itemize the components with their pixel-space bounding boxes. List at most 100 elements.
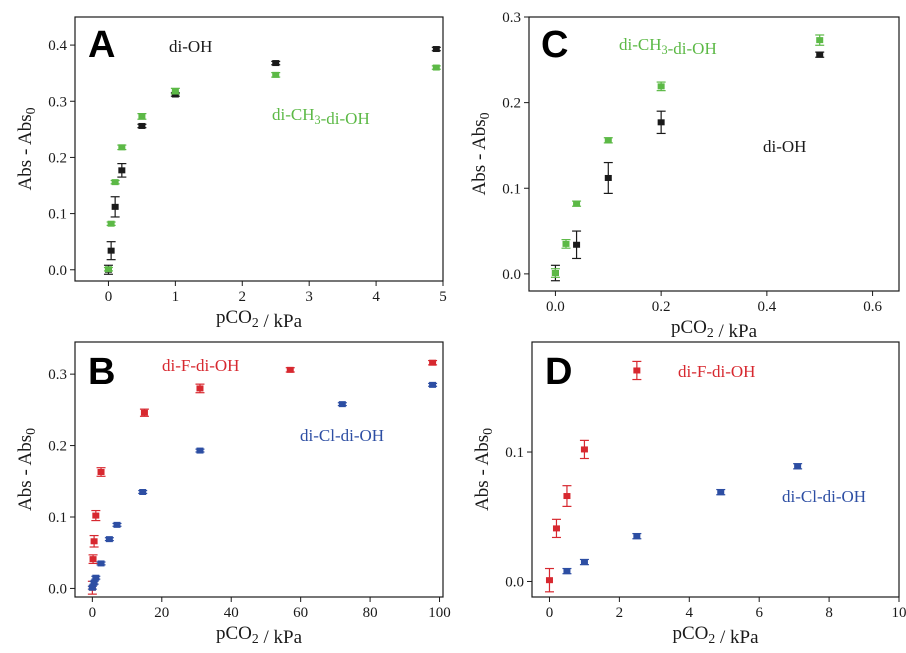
data-point bbox=[717, 489, 725, 496]
data-point bbox=[140, 409, 148, 416]
data-point bbox=[563, 493, 571, 500]
x-tick-label: 0 bbox=[105, 289, 113, 305]
data-point bbox=[580, 559, 588, 566]
y-tick-label: 0.0 bbox=[502, 267, 521, 283]
x-tick-label: 1 bbox=[172, 289, 180, 305]
series-label: di-F-di-OH bbox=[162, 356, 239, 375]
panel-letter: A bbox=[88, 24, 115, 66]
x-tick-label: 4 bbox=[372, 289, 380, 305]
y-tick-label: 0.2 bbox=[48, 150, 67, 166]
data-point bbox=[573, 241, 581, 248]
plot-frame bbox=[74, 16, 444, 282]
panel-letter: D bbox=[545, 351, 572, 393]
series-label: di-F-di-OH bbox=[678, 362, 755, 381]
data-point bbox=[113, 521, 121, 528]
data-point bbox=[139, 489, 147, 495]
x-tick-label: 0.4 bbox=[757, 299, 776, 315]
y-tick-label: 0.2 bbox=[48, 439, 67, 455]
data-point bbox=[562, 240, 570, 247]
data-point bbox=[196, 385, 204, 392]
y-tick-label: 0.4 bbox=[48, 38, 67, 54]
x-tick-label: 0 bbox=[89, 605, 97, 621]
plot-frame bbox=[74, 341, 444, 598]
y-tick-label: 0.3 bbox=[48, 94, 67, 110]
y-tick-label: 0.1 bbox=[48, 510, 67, 526]
panel-b: 0 20 40 60 80 100 0.0 0.1 0.2 0.3 pCO2 / kPa Abs - … bbox=[15, 341, 451, 648]
x-tick-label: 3 bbox=[305, 289, 313, 305]
data-point bbox=[657, 83, 665, 90]
data-point bbox=[286, 366, 294, 373]
y-tick-label: 0.1 bbox=[505, 445, 524, 461]
y-tick-label: 0.0 bbox=[48, 581, 67, 597]
data-point bbox=[604, 174, 612, 181]
data-point bbox=[138, 113, 146, 120]
y-tick-label: 0.1 bbox=[502, 181, 521, 197]
x-tick-label: 0 bbox=[546, 605, 554, 621]
data-point bbox=[573, 200, 581, 207]
data-point bbox=[92, 574, 100, 581]
data-point bbox=[794, 463, 802, 470]
data-point bbox=[580, 446, 588, 453]
panel-letter: C bbox=[541, 24, 568, 66]
x-tick-label: 5 bbox=[439, 289, 447, 305]
panel-letter: B bbox=[88, 351, 115, 393]
data-point bbox=[633, 533, 641, 540]
data-point bbox=[432, 64, 440, 71]
y-axis-title: Abs - Abs0 bbox=[15, 428, 38, 511]
data-point bbox=[89, 556, 97, 563]
data-point bbox=[432, 46, 440, 53]
x-tick-label: 20 bbox=[154, 605, 169, 621]
data-point bbox=[90, 538, 98, 545]
data-point bbox=[90, 579, 98, 586]
x-tick-label: 4 bbox=[686, 605, 694, 621]
data-point bbox=[429, 359, 437, 366]
data-point bbox=[816, 37, 824, 44]
y-tick-label: 0.3 bbox=[48, 367, 67, 383]
data-point bbox=[545, 577, 553, 584]
y-tick-label: 0.1 bbox=[48, 207, 67, 223]
x-tick-label: 0.2 bbox=[652, 299, 671, 315]
data-point bbox=[196, 447, 204, 454]
data-point bbox=[118, 167, 126, 174]
x-tick-label: 2 bbox=[239, 289, 247, 305]
x-tick-label: 6 bbox=[755, 605, 763, 621]
x-tick-label: 80 bbox=[363, 605, 378, 621]
x-tick-label: 100 bbox=[428, 605, 451, 621]
y-axis-title: Abs - Abs0 bbox=[469, 112, 492, 195]
series-label: di-CH3-di-OH bbox=[272, 105, 370, 128]
y-tick-label: 0.0 bbox=[505, 574, 524, 590]
data-point bbox=[429, 381, 437, 388]
panel-c: 0.0 0.2 0.4 0.6 0.0 0.1 0.2 0.3 pCO2 / kPa Abs - … bbox=[469, 10, 900, 342]
x-axis-title: pCO2 / kPa bbox=[216, 307, 303, 332]
data-point bbox=[552, 525, 560, 532]
x-tick-label: 2 bbox=[616, 605, 624, 621]
data-point bbox=[92, 512, 100, 519]
data-point bbox=[633, 367, 641, 374]
x-tick-label: 60 bbox=[293, 605, 308, 621]
data-point bbox=[88, 584, 96, 591]
x-tick-label: 0.0 bbox=[546, 299, 565, 315]
series-label: di-Cl-di-OH bbox=[782, 487, 866, 506]
data-point bbox=[604, 137, 612, 144]
y-axis-title: Abs - Abs0 bbox=[15, 107, 38, 190]
data-point bbox=[272, 71, 280, 78]
data-point bbox=[171, 88, 179, 95]
panel-d: 0 2 4 6 8 10 0.0 0.1 pCO2 / kPa Abs - Abs0 D di-F-d… bbox=[472, 341, 906, 648]
data-point bbox=[338, 401, 346, 408]
y-tick-label: 0.0 bbox=[48, 263, 67, 279]
series-label: di-Cl-di-OH bbox=[300, 426, 384, 445]
x-tick-label: 0.6 bbox=[863, 299, 882, 315]
y-axis-title: Abs - Abs0 bbox=[472, 428, 495, 511]
x-tick-label: 40 bbox=[224, 605, 239, 621]
data-point bbox=[563, 568, 571, 575]
data-point bbox=[105, 536, 113, 543]
x-axis-title: pCO2 / kPa bbox=[671, 317, 758, 342]
data-point bbox=[138, 122, 146, 129]
data-point bbox=[104, 266, 112, 273]
x-axis-title: pCO2 / kPa bbox=[672, 623, 759, 648]
x-axis-title: pCO2 / kPa bbox=[216, 623, 303, 648]
x-tick-label: 8 bbox=[825, 605, 833, 621]
data-point bbox=[657, 119, 665, 126]
plot-frame bbox=[528, 16, 900, 292]
